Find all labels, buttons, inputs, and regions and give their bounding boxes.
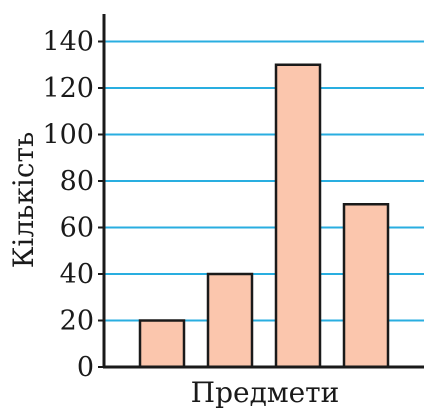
y-tick-label-0: 0 xyxy=(77,352,94,383)
bar-1 xyxy=(138,319,186,369)
bar-2 xyxy=(206,272,254,369)
y-axis-title: Кількість xyxy=(7,132,40,269)
y-tick-label-120: 120 xyxy=(42,73,94,104)
y-tick-label-140: 140 xyxy=(42,27,94,58)
y-tick-label-20: 20 xyxy=(60,306,94,337)
axes xyxy=(102,14,424,369)
bars xyxy=(138,63,390,369)
bar-3 xyxy=(274,63,322,369)
y-tick-label-40: 40 xyxy=(60,259,94,290)
y-tick-label-60: 60 xyxy=(60,213,94,244)
y-tick-label-100: 100 xyxy=(42,120,94,151)
x-axis-title: Предмети xyxy=(191,376,340,409)
y-tick-label-80: 80 xyxy=(60,166,94,197)
bar-4 xyxy=(342,203,390,369)
y-tick-labels: 0 20 40 60 80 100 120 140 xyxy=(42,27,94,384)
